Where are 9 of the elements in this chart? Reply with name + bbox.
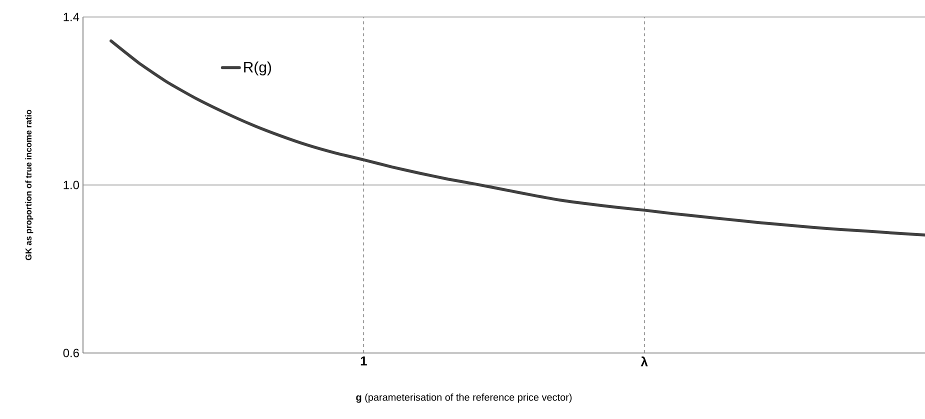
y-tick-label: 1.0 — [64, 180, 80, 190]
line-series — [110, 39, 925, 236]
y-axis-title: GK as proportion of true income ratio — [25, 110, 34, 260]
x-tick-label: λ — [640, 356, 648, 366]
x-axis-title: g (parameterisation of the reference price vector) — [356, 393, 572, 403]
y-tick-label: 1.4 — [64, 12, 80, 22]
legend-label: R(g) — [244, 62, 272, 76]
y-tick-label: 0.6 — [63, 348, 79, 358]
x-tick-label: 1 — [360, 356, 367, 366]
